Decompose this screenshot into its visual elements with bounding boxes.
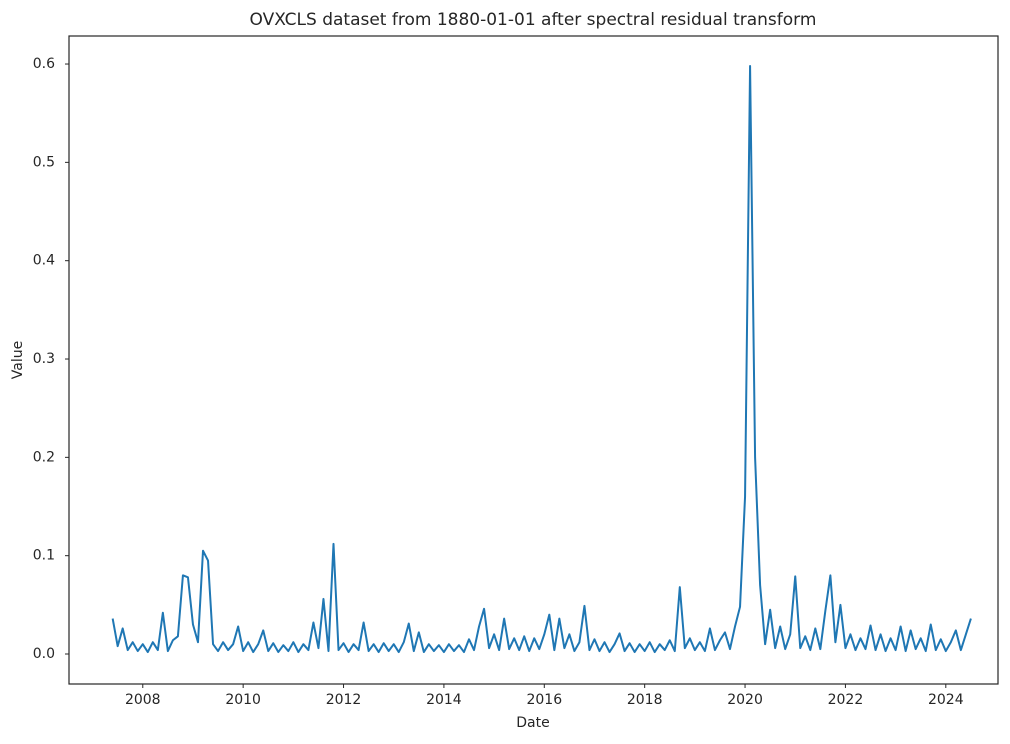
x-axis-label: Date	[516, 715, 549, 731]
chart-title: OVXCLS dataset from 1880-01-01 after spe…	[250, 10, 817, 30]
data-line	[111, 64, 972, 654]
x-tick-label: 2022	[828, 692, 864, 708]
x-tick-label: 2014	[426, 692, 462, 708]
plot-frame	[68, 35, 999, 685]
y-tick-label: 0.2	[33, 449, 55, 465]
x-tick-label: 2020	[727, 692, 763, 708]
y-tick-label: 0.6	[33, 56, 55, 72]
x-tick-label: 2010	[225, 692, 261, 708]
y-tick-label: 0.5	[33, 154, 55, 170]
x-tick-label: 2008	[125, 692, 161, 708]
y-tick-label: 0.1	[33, 548, 55, 564]
x-tick-label: 2024	[928, 692, 964, 708]
y-tick-label: 0.4	[33, 253, 55, 269]
x-tick-label: 2012	[326, 692, 362, 708]
x-tick-label: 2016	[526, 692, 562, 708]
y-tick-label: 0.3	[33, 351, 55, 367]
x-tick-label: 2018	[627, 692, 663, 708]
y-axis-label: Value	[10, 341, 26, 379]
y-tick-label: 0.0	[33, 646, 55, 662]
